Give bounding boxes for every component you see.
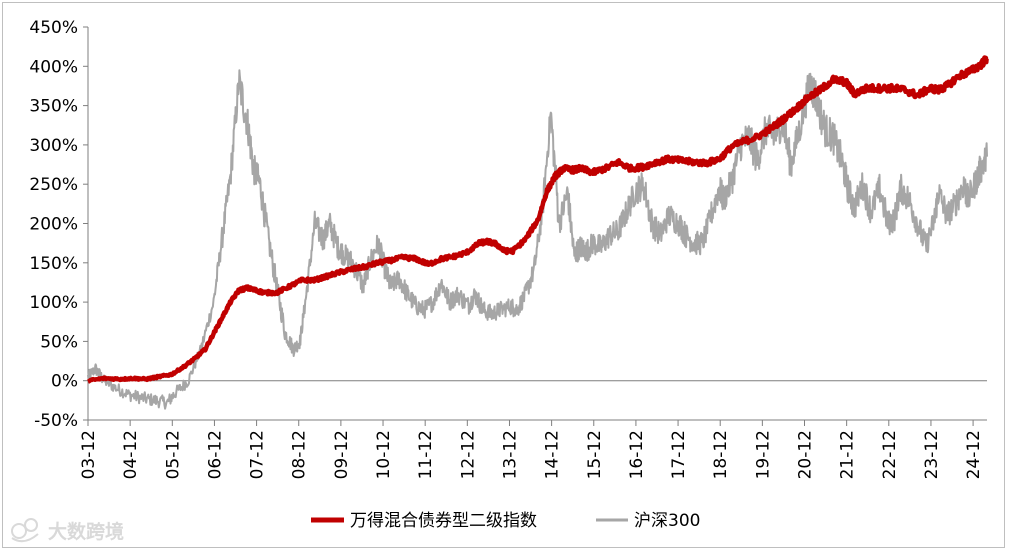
x-tick-label: 15-12 bbox=[585, 430, 605, 479]
x-tick-label: 17-12 bbox=[669, 430, 689, 479]
x-tick-label: 20-12 bbox=[796, 430, 816, 479]
x-tick-label: 11-12 bbox=[416, 430, 436, 479]
x-tick-label: 22-12 bbox=[880, 430, 900, 479]
y-axis: -50% 0% 50% 100% 150% 200% 250% 300% 350% 400% 450… bbox=[29, 18, 89, 431]
x-tick-label: 10-12 bbox=[374, 430, 394, 479]
y-tick-label: -50% bbox=[34, 411, 78, 431]
y-tick-label: 100% bbox=[29, 293, 78, 313]
x-tick-label: 18-12 bbox=[711, 430, 731, 479]
legend-label-bond-index: 万得混合债券型二级指数 bbox=[350, 511, 537, 531]
x-tick-label: 24-12 bbox=[964, 430, 984, 479]
legend-label-csi300: 沪深300 bbox=[634, 511, 700, 531]
x-tick-label: 09-12 bbox=[332, 430, 352, 479]
series-line-bond-index bbox=[86, 55, 990, 384]
x-tick-label: 06-12 bbox=[205, 430, 225, 479]
x-tick-label: 12-12 bbox=[458, 430, 478, 479]
y-tick-label: 350% bbox=[29, 97, 78, 117]
y-tick-label: 200% bbox=[29, 215, 78, 235]
x-tick-label: 04-12 bbox=[121, 430, 141, 479]
y-tick-label: 0% bbox=[51, 372, 78, 392]
legend: 万得混合债券型二级指数 沪深300 bbox=[311, 511, 700, 531]
y-tick-label: 250% bbox=[29, 175, 78, 195]
x-tick-label: 14-12 bbox=[543, 430, 563, 479]
x-tick-label: 03-12 bbox=[79, 430, 99, 479]
x-tick-label: 07-12 bbox=[248, 430, 268, 479]
x-tick-label: 23-12 bbox=[922, 430, 942, 479]
x-tick-label: 13-12 bbox=[500, 430, 520, 479]
watermark: 大数跨境 bbox=[11, 518, 124, 543]
y-tick-label: 300% bbox=[29, 136, 78, 156]
x-tick-label: 19-12 bbox=[753, 430, 773, 479]
x-tick-label: 21-12 bbox=[838, 430, 858, 479]
watermark-text: 大数跨境 bbox=[48, 520, 124, 543]
y-tick-label: 400% bbox=[29, 57, 78, 77]
x-tick-label: 05-12 bbox=[163, 430, 183, 479]
y-tick-label: 450% bbox=[29, 18, 78, 38]
series-layer bbox=[86, 55, 990, 410]
series-line-csi300 bbox=[87, 69, 988, 410]
watermark-logo-icon bbox=[11, 518, 39, 543]
x-tick-label: 08-12 bbox=[290, 430, 310, 479]
y-tick-label: 50% bbox=[40, 332, 78, 352]
x-axis: 03-12 04-12 05-12 06-12 07-12 08-12 09-12 10-12… bbox=[79, 380, 987, 479]
y-tick-label: 150% bbox=[29, 254, 78, 274]
x-tick-label: 16-12 bbox=[627, 430, 647, 479]
